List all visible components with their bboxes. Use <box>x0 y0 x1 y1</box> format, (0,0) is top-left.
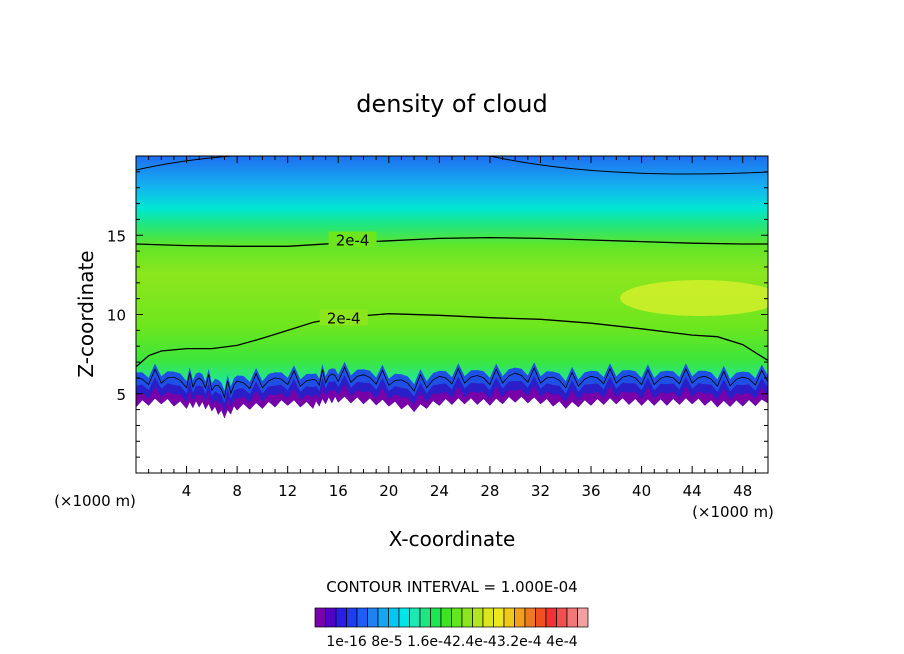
yellow-patch <box>620 280 768 316</box>
y-tick-label: 10 <box>107 307 126 325</box>
colorbar-swatch <box>356 607 368 628</box>
y-axis-ticks: 5 10 15 <box>107 171 768 458</box>
colorbar-swatch <box>346 607 358 628</box>
x-tick-label: 40 <box>632 482 651 500</box>
x-tick-label: 20 <box>379 482 398 500</box>
cloud-band-deep-blue <box>136 375 768 419</box>
colorbar-swatch <box>440 607 452 628</box>
cloud-band-purple <box>136 384 768 419</box>
x-tick-label: 32 <box>531 482 550 500</box>
colorbar-swatch <box>545 607 557 628</box>
colorbar-swatch <box>577 607 589 628</box>
contour-label-bg <box>319 309 368 326</box>
x-tick-label: 16 <box>329 482 348 500</box>
colorbar-swatch <box>535 607 547 628</box>
contour-label: 2e-4 <box>336 232 370 250</box>
y-tick-label: 5 <box>116 386 126 404</box>
contour-line-base <box>136 366 768 399</box>
contour-line-upper <box>136 236 768 247</box>
colorbar-swatch <box>514 607 526 628</box>
x-unit-left: (×1000 m) <box>54 492 136 510</box>
x-tick-label: 44 <box>683 482 702 500</box>
colorbar-swatch <box>451 607 463 628</box>
chart-title: density of cloud <box>356 90 547 118</box>
x-tick-label: 28 <box>480 482 499 500</box>
colorbar-labels: 1e-16 8e-5 1.6e-42.4e-43.2e-4 4e-4 <box>326 634 577 650</box>
colorbar-swatch <box>430 607 442 628</box>
colorbar-swatch <box>367 607 379 628</box>
contour-line-top-right <box>489 156 768 175</box>
colorbar <box>314 607 589 628</box>
colorbar-swatch <box>556 607 568 628</box>
colorbar-swatch <box>325 607 337 628</box>
x-tick-label: 12 <box>278 482 297 500</box>
colorbar-swatch <box>566 607 578 628</box>
colorbar-swatch <box>419 607 431 628</box>
x-axis-ticks: 4 8 12 16 20 24 28 32 36 40 44 48 <box>148 156 756 500</box>
colorbar-swatch <box>503 607 515 628</box>
y-tick-label: 15 <box>107 227 126 245</box>
colorbar-swatch <box>398 607 410 628</box>
colorbar-swatch <box>482 607 494 628</box>
x-tick-label: 24 <box>430 482 449 500</box>
x-axis-label: X-coordinate <box>389 527 516 551</box>
colorbar-swatch <box>409 607 421 628</box>
colorbar-swatch <box>388 607 400 628</box>
colorbar-swatch <box>493 607 505 628</box>
x-tick-label: 8 <box>232 482 242 500</box>
y-axis-label: Z-coordinate <box>74 250 98 377</box>
colorbar-swatch <box>472 607 484 628</box>
colorbar-swatch <box>524 607 536 628</box>
x-tick-label: 36 <box>581 482 600 500</box>
colorbar-swatch <box>335 607 347 628</box>
contour-line-top-left <box>136 156 233 171</box>
contour-label-bg <box>328 231 377 248</box>
colorbar-swatch <box>461 607 473 628</box>
colorbar-swatch <box>377 607 389 628</box>
contour-label: 2e-4 <box>327 309 361 327</box>
contour-interval-text: CONTOUR INTERVAL = 1.000E-04 <box>326 578 577 596</box>
x-unit-right: (×1000 m) <box>692 503 774 521</box>
contour-field <box>136 156 768 473</box>
cloud-field <box>136 156 768 419</box>
x-tick-label: 48 <box>733 482 752 500</box>
colorbar-swatch <box>314 607 326 628</box>
x-tick-label: 4 <box>182 482 192 500</box>
contour-labels: 2e-4 2e-4 <box>319 231 377 327</box>
